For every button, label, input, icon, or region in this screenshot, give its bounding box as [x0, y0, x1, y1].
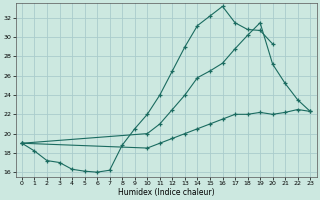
- X-axis label: Humidex (Indice chaleur): Humidex (Indice chaleur): [118, 188, 214, 197]
